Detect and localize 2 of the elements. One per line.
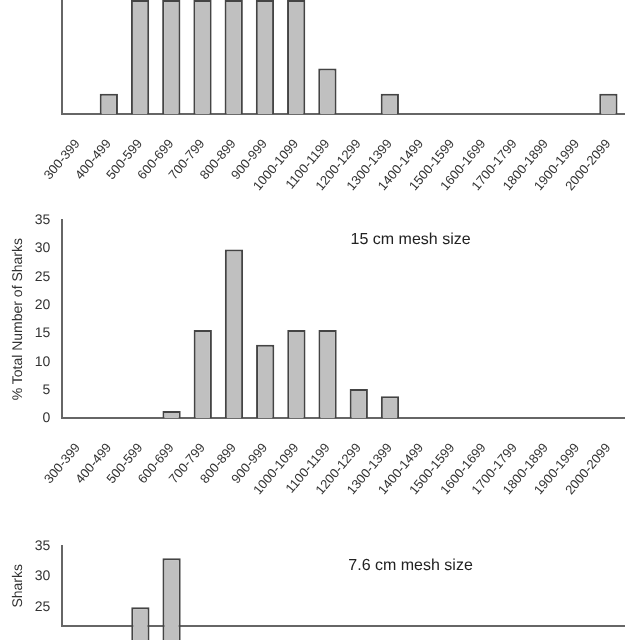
annotation: 15 cm mesh size <box>350 230 472 249</box>
annotation: 7.6 cm mesh size <box>348 556 474 575</box>
